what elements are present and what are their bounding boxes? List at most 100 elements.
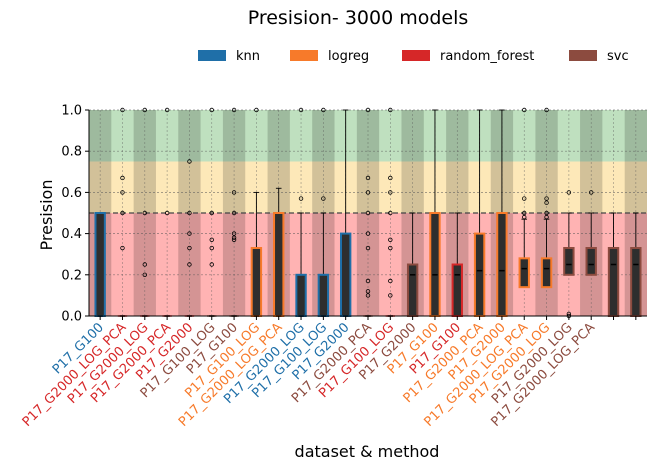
legend-item-logreg: logreg: [290, 49, 369, 64]
flier-0: [298, 107, 304, 113]
flier-1: [298, 196, 304, 201]
flier-4: [388, 237, 393, 242]
legend: knn logreg random_forest svc: [198, 49, 629, 64]
flier-1: [231, 190, 237, 195]
legend-item-knn: knn: [198, 49, 260, 64]
y-tick-label-5: 1.0: [61, 104, 82, 119]
y-tick-label-3: 0.6: [61, 186, 82, 201]
box-0: [94, 212, 106, 317]
box-body: [317, 273, 330, 317]
legend-label: logreg: [328, 49, 369, 64]
flier-0: [388, 107, 393, 113]
box-body: [406, 263, 419, 317]
flier-7: [365, 289, 371, 294]
flier-2: [187, 231, 192, 236]
chart-title: Presision- 3000 models: [248, 7, 469, 29]
x-axis-label: dataset & method: [295, 442, 440, 461]
flier-0: [321, 107, 326, 113]
flier-8: [365, 293, 371, 298]
flier-6: [365, 278, 371, 284]
flier-2: [120, 190, 125, 195]
flier-4: [187, 262, 192, 267]
flier-2: [365, 190, 371, 195]
y-ticks: 0.0 0.2 0.4 0.6 0.8 1.0: [61, 104, 89, 325]
x-ticks: P17_G100P17_G2000_LOG_PCAP17_G2000_LOGP1…: [20, 316, 637, 430]
flier-1: [209, 210, 214, 216]
y-tick-label-2: 0.4: [61, 227, 82, 242]
flier-2: [388, 190, 393, 195]
flier-4: [365, 231, 371, 236]
flier-0: [142, 107, 147, 113]
box-body: [451, 263, 463, 317]
box-16: [451, 212, 463, 317]
legend-item-random_forest: random_forest: [402, 49, 534, 64]
flier-0: [544, 107, 549, 113]
flier-1: [142, 210, 147, 216]
flier-7: [388, 293, 393, 298]
flier-5: [365, 245, 371, 251]
flier-4: [209, 262, 214, 267]
box-20: [540, 107, 553, 289]
flier-1: [365, 175, 371, 181]
flier-5: [388, 245, 393, 251]
flier-1: [544, 196, 549, 201]
flier-3: [120, 210, 125, 216]
flier-3: [365, 210, 371, 216]
flier-3: [142, 272, 147, 277]
legend-swatch: [402, 50, 430, 61]
box-body: [339, 232, 352, 318]
flier-4: [544, 214, 549, 220]
box-body: [630, 247, 642, 318]
flier-3: [187, 245, 192, 251]
column-stripe-2: [133, 110, 156, 316]
y-tick-label-1: 0.2: [61, 268, 82, 283]
flier-0: [365, 107, 371, 113]
legend-swatch: [290, 50, 318, 61]
flier-4: [231, 235, 237, 240]
legend-label: svc: [607, 49, 629, 64]
box-22: [585, 190, 597, 276]
y-tick-label-0: 0.0: [61, 310, 82, 325]
flier-1: [522, 196, 527, 201]
legend-label: knn: [236, 49, 260, 64]
flier-0: [209, 107, 214, 113]
flier-1: [321, 196, 326, 201]
box-body: [496, 212, 508, 317]
flier-5: [231, 237, 237, 242]
flier-2: [544, 200, 549, 205]
flier-2: [231, 210, 237, 216]
flier-0: [231, 107, 237, 113]
flier-0: [164, 107, 170, 113]
flier-0: [522, 107, 527, 113]
box-body: [585, 247, 597, 276]
legend-swatch: [569, 50, 597, 61]
y-axis-label: Presision: [37, 180, 56, 251]
flier-1: [120, 175, 125, 181]
flier-0: [120, 107, 125, 113]
column-stripe-12: [356, 110, 380, 316]
flier-3: [231, 231, 237, 236]
y-tick-label-4: 0.8: [61, 145, 82, 160]
boxes: [94, 107, 642, 319]
flier-1: [187, 210, 192, 216]
box-body: [295, 273, 307, 317]
flier-1: [388, 175, 393, 181]
legend-item-svc: svc: [569, 49, 629, 64]
flier-2: [209, 237, 214, 242]
box-body: [518, 257, 530, 289]
box-19: [518, 107, 530, 289]
legend-swatch: [198, 50, 226, 61]
box-body: [473, 232, 486, 318]
box-body: [94, 212, 106, 317]
box-body: [563, 247, 575, 276]
flier-0: [589, 190, 594, 195]
flier-1: [164, 210, 170, 216]
box-body: [607, 247, 620, 318]
flier-3: [209, 245, 214, 251]
flier-4: [120, 245, 125, 251]
flier-0: [566, 190, 572, 195]
flier-0: [254, 107, 259, 113]
flier-2: [142, 262, 147, 267]
flier-6: [388, 278, 393, 284]
